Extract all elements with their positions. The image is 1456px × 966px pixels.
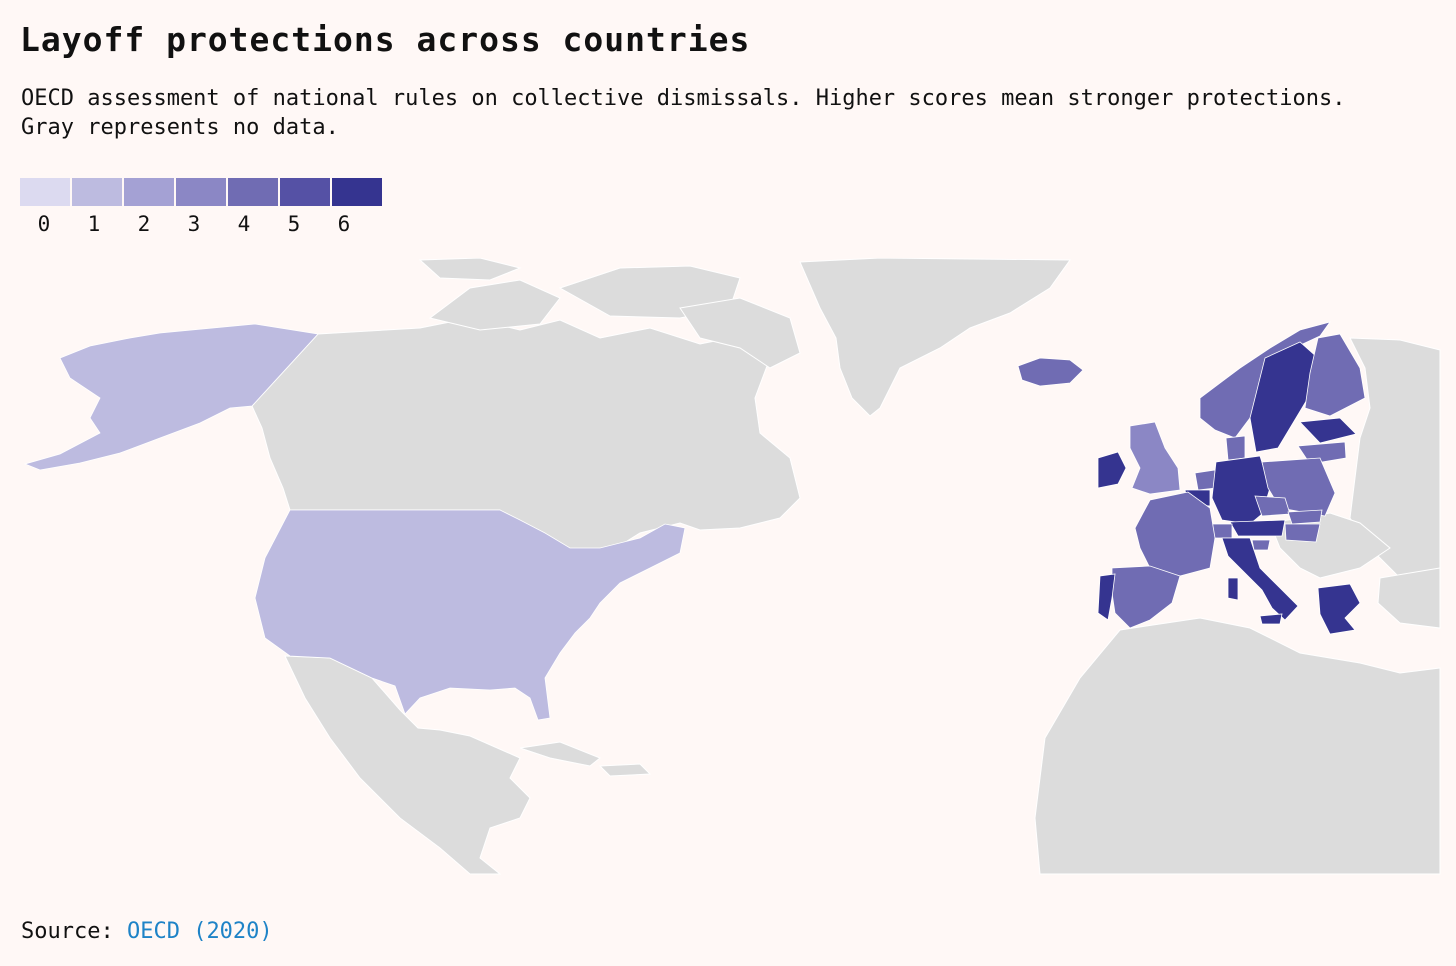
greece-region bbox=[1317, 583, 1361, 635]
arctic-island bbox=[428, 279, 561, 331]
portugal-region bbox=[1097, 573, 1116, 621]
legend-tick-label: 1 bbox=[87, 212, 101, 236]
legend-swatch-2 bbox=[124, 178, 174, 206]
canada-region bbox=[251, 317, 801, 579]
austria-region bbox=[1229, 519, 1286, 537]
legend-tick-label: 4 bbox=[237, 212, 251, 236]
legend-swatches bbox=[20, 178, 384, 206]
legend-swatch-4 bbox=[228, 178, 278, 206]
legend-tick-label: 6 bbox=[337, 212, 351, 236]
legend-swatch-6 bbox=[332, 178, 382, 206]
legend-swatch-1 bbox=[72, 178, 122, 206]
alaska-region bbox=[23, 323, 319, 471]
arctic-island bbox=[679, 297, 801, 369]
source-note: Source: OECD (2020) bbox=[21, 919, 273, 944]
turkey-region bbox=[1377, 567, 1441, 629]
sicily-region bbox=[1259, 613, 1283, 625]
estonia-region bbox=[1299, 417, 1357, 444]
legend-labels: 0 1 2 3 4 5 6 bbox=[20, 212, 384, 236]
germany-region bbox=[1211, 455, 1271, 525]
denmark-region bbox=[1225, 435, 1246, 461]
source-label: Source: bbox=[21, 919, 114, 944]
legend-tick-label: 3 bbox=[187, 212, 201, 236]
usa-region bbox=[254, 509, 686, 721]
page-subtitle: OECD assessment of national rules on col… bbox=[21, 86, 1346, 140]
scored-countries bbox=[23, 321, 1366, 721]
sardinia-region bbox=[1227, 577, 1239, 601]
slovenia-region bbox=[1251, 539, 1271, 551]
hungary-region bbox=[1284, 523, 1321, 543]
mexico-region bbox=[284, 655, 531, 875]
uk-region bbox=[1129, 421, 1181, 495]
hispaniola-island bbox=[598, 763, 652, 777]
greenland-region bbox=[799, 258, 1071, 417]
iceland-region bbox=[1017, 357, 1084, 387]
arctic-island bbox=[418, 258, 522, 281]
cuba-island bbox=[519, 741, 601, 767]
slovakia-region bbox=[1287, 509, 1323, 525]
source-link[interactable]: OECD (2020) bbox=[126, 919, 273, 944]
legend-tick-label: 0 bbox=[37, 212, 51, 236]
legend-tick-label: 5 bbox=[287, 212, 301, 236]
legend-tick-label: 2 bbox=[137, 212, 151, 236]
no-data-landmass bbox=[251, 258, 1441, 875]
africa-region bbox=[1034, 617, 1441, 875]
italy-region bbox=[1221, 537, 1299, 621]
spain-region bbox=[1111, 565, 1181, 629]
color-legend: 0 1 2 3 4 5 6 bbox=[20, 178, 384, 236]
choropleth-map bbox=[23, 258, 1441, 875]
page-title: Layoff protections across countries bbox=[20, 20, 751, 59]
legend-swatch-3 bbox=[176, 178, 226, 206]
legend-swatch-5 bbox=[280, 178, 330, 206]
finland-region bbox=[1304, 333, 1366, 417]
ireland-region bbox=[1097, 451, 1127, 489]
legend-swatch-0 bbox=[20, 178, 70, 206]
sweden-region bbox=[1249, 341, 1319, 453]
france-region bbox=[1134, 491, 1216, 577]
